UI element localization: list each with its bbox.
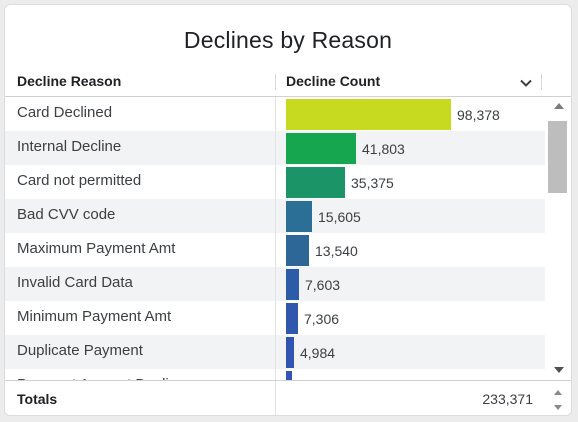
data-bar [286,269,299,300]
data-label: 7,603 [305,277,341,293]
table-row[interactable]: Maximum Payment Amt 13,540 [5,233,545,267]
column-divider [275,97,276,131]
data-label: 3,400 [298,379,333,380]
table-row[interactable]: Duplicate Payment 4,984 [5,335,545,369]
data-bar [286,201,312,232]
column-divider [275,233,276,267]
row-label: Maximum Payment Amt [17,240,176,257]
chart-title: Declines by Reason [183,27,393,53]
table-body: Card Declined 98,378 Internal Decline 41,80… [5,97,545,380]
data-bar [286,303,298,334]
triangle-up-icon[interactable] [554,103,564,109]
column-header-count[interactable]: Decline Count [286,73,381,89]
row-label: Duplicate Payment [17,342,143,359]
column-header-reason[interactable]: Decline Reason [17,73,122,89]
row-label: Payment Amount Decline [17,376,185,380]
scrollbar-thumb[interactable] [548,121,567,193]
table-header: Decline Reason Decline Count [5,67,571,97]
column-divider [275,199,276,233]
row-label: Minimum Payment Amt [17,308,172,325]
row-label: Card Declined [17,104,113,121]
data-label: 41,803 [362,141,405,157]
data-bar [286,337,294,368]
data-bar [286,99,451,130]
data-label: 4,984 [300,345,336,361]
column-divider [275,131,276,165]
chevron-down-icon[interactable] [518,75,534,91]
table-row[interactable]: Bad CVV code 15,605 [5,199,545,233]
table-row[interactable]: Invalid Card Data 7,603 [5,267,545,301]
data-label: 13,540 [315,243,358,259]
totals-value: 233,371 [482,391,533,407]
data-bar [286,235,309,266]
row-label: Card not permitted [17,172,142,189]
row-label: Bad CVV code [17,206,116,223]
triangle-down-icon[interactable] [554,405,562,410]
column-divider [275,369,276,380]
row-label: Internal Decline [17,138,122,155]
column-divider [275,301,276,335]
column-divider [275,381,276,415]
table-row[interactable]: Card Declined 98,378 [5,97,545,131]
totals-row: Totals 233,371 [5,380,571,415]
declines-table-card: Declines by Reason Decline Reason Declin… [4,4,572,416]
table-row[interactable]: Card not permitted 35,375 [5,165,545,199]
table-row[interactable]: Payment Amount Decline 3,400 [5,369,545,380]
table-row[interactable]: Internal Decline 41,803 [5,131,545,165]
data-label: 98,378 [457,107,500,123]
column-divider [275,74,276,90]
table-row[interactable]: Minimum Payment Amt 7,306 [5,301,545,335]
totals-label: Totals [17,391,58,407]
data-bar [286,133,356,164]
data-bar [286,371,292,380]
triangle-down-icon[interactable] [554,367,564,373]
data-label: 7,306 [304,311,340,327]
data-bar [286,167,345,198]
data-label: 35,375 [351,175,394,191]
row-label: Invalid Card Data [17,274,133,291]
vertical-scrollbar[interactable] [545,97,571,380]
column-divider [541,74,542,90]
column-divider [275,335,276,369]
data-label: 15,605 [318,209,361,225]
column-divider [275,267,276,301]
column-divider [275,165,276,199]
triangle-up-icon[interactable] [554,390,562,395]
